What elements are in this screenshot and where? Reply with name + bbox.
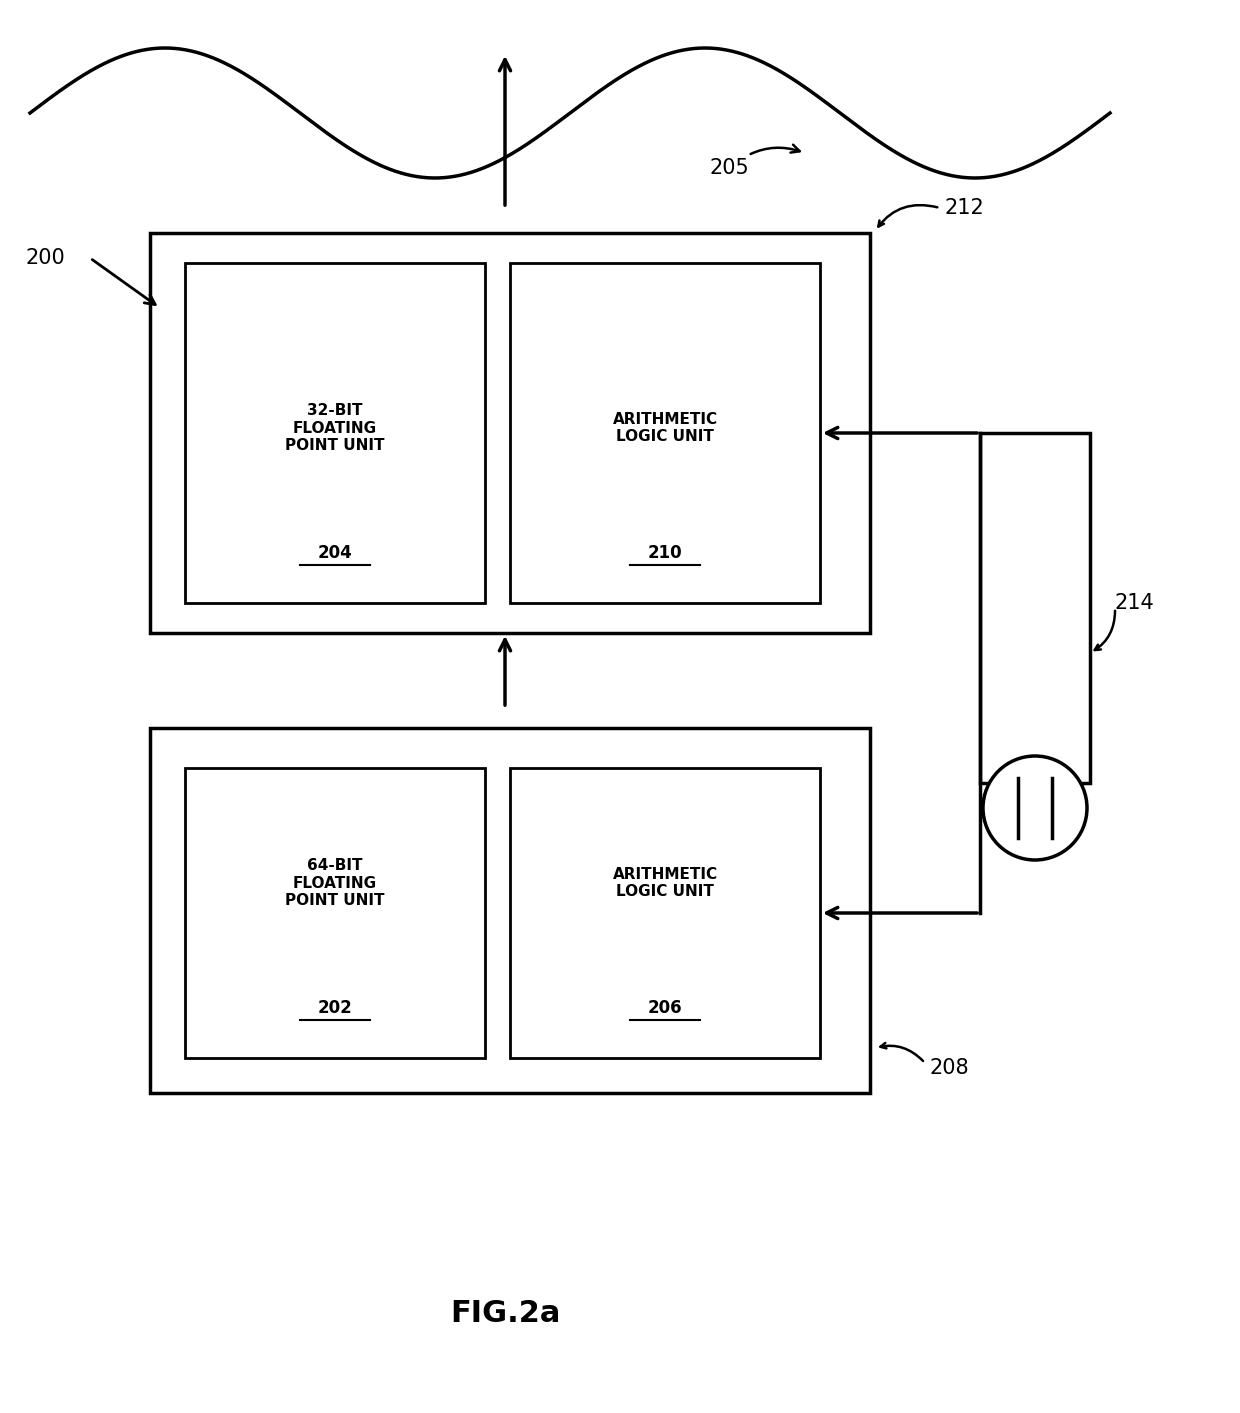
Text: FIG.2a: FIG.2a: [450, 1299, 560, 1327]
Text: 214: 214: [1115, 593, 1154, 613]
Text: 208: 208: [930, 1058, 970, 1078]
Text: 202: 202: [317, 999, 352, 1017]
Text: 210: 210: [647, 544, 682, 562]
Text: 64-BIT
FLOATING
POINT UNIT: 64-BIT FLOATING POINT UNIT: [285, 858, 384, 909]
Bar: [980, 432, 1090, 783]
Bar: [150, 728, 870, 1094]
Text: 212: 212: [945, 198, 985, 218]
Text: 32-BIT
FLOATING
POINT UNIT: 32-BIT FLOATING POINT UNIT: [285, 403, 384, 454]
Text: ARITHMETIC
LOGIC UNIT: ARITHMETIC LOGIC UNIT: [613, 411, 718, 444]
Bar: [150, 233, 870, 633]
Text: 204: 204: [317, 544, 352, 562]
Bar: [510, 769, 820, 1058]
Text: 206: 206: [647, 999, 682, 1017]
Text: 200: 200: [25, 249, 64, 268]
Text: ARITHMETIC
LOGIC UNIT: ARITHMETIC LOGIC UNIT: [613, 866, 718, 899]
Text: 205: 205: [711, 144, 800, 178]
Circle shape: [983, 756, 1087, 861]
Bar: [510, 263, 820, 603]
Bar: [185, 263, 485, 603]
Bar: [185, 769, 485, 1058]
